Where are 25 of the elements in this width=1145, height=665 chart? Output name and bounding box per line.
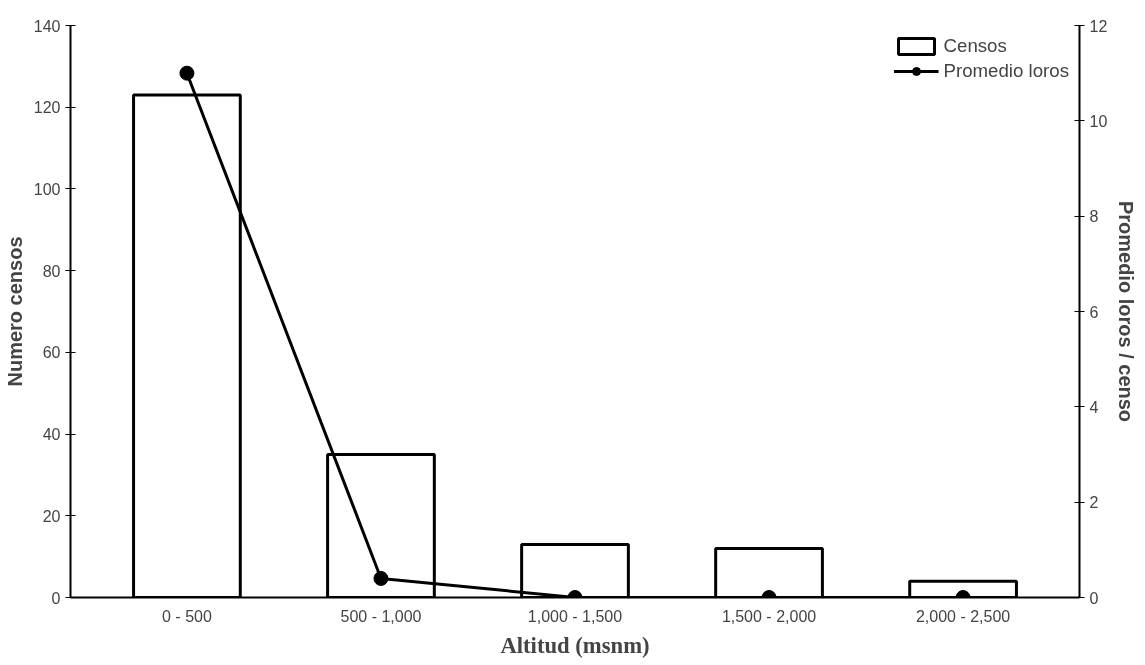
y-tick-label: 120 — [33, 99, 61, 117]
y-tick-label: 100 — [33, 180, 61, 198]
y2-tick-label: 2 — [1089, 494, 1099, 512]
x-tick-label: 500 - 1,000 — [340, 607, 422, 625]
y-tick-label: 60 — [42, 344, 61, 362]
y-tick-label: 0 — [51, 589, 61, 607]
y2-tick-label: 8 — [1089, 208, 1099, 226]
x-tick-label: 1,500 - 2,000 — [721, 607, 817, 625]
y2-axis-title: Promedio loros / censo — [1115, 200, 1138, 423]
y2-tick-label: 4 — [1089, 398, 1099, 416]
y-tick-label: 40 — [42, 426, 61, 444]
y2-tick-label: 0 — [1089, 589, 1099, 607]
x-tick-label: 1,000 - 1,500 — [527, 607, 623, 625]
y2-tick-label: 12 — [1089, 17, 1108, 35]
y-tick-label: 80 — [42, 262, 61, 280]
y-tick-label: 140 — [33, 17, 61, 35]
y-tick-label: 20 — [42, 507, 61, 525]
legend-label: Promedio loros — [943, 60, 1069, 82]
x-axis-title: Altitud (msnm) — [500, 632, 650, 658]
y2-tick-label: 10 — [1089, 112, 1108, 130]
x-tick-label: 0 - 500 — [162, 607, 212, 625]
y2-tick-label: 6 — [1089, 303, 1099, 321]
x-tick-label: 2,000 - 2,500 — [915, 607, 1011, 625]
legend-label: Censos — [943, 35, 1007, 57]
y-axis-title: Numero censos — [3, 236, 26, 387]
